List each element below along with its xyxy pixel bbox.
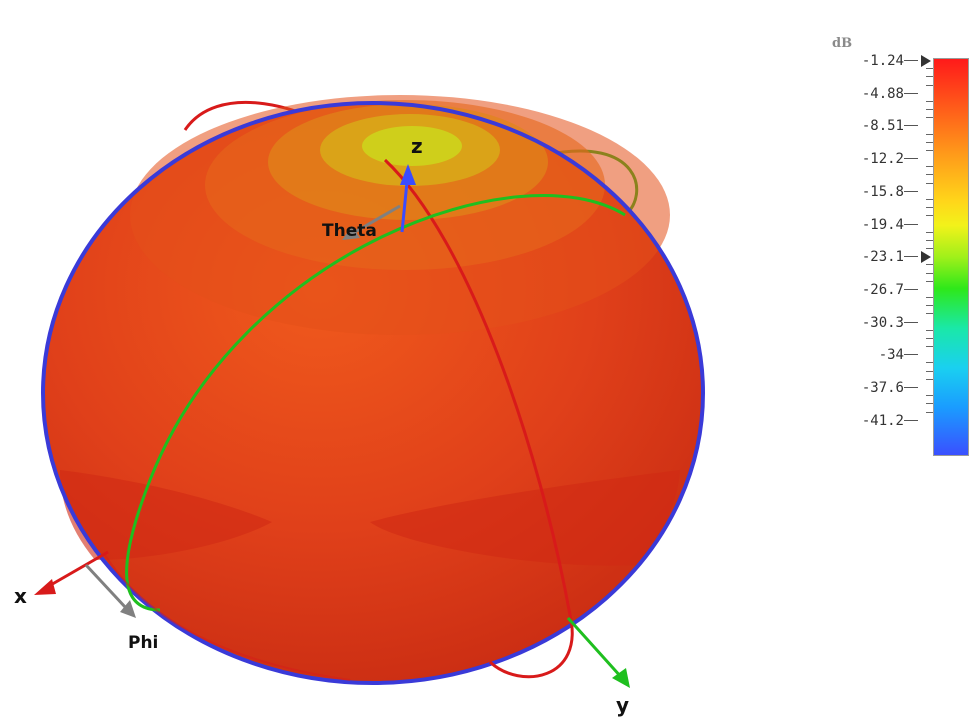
- colorbar-tick-mark: [904, 125, 918, 127]
- colorbar-tick-label: -26.7: [861, 281, 904, 298]
- shadow-right: [370, 470, 680, 566]
- colorbar-minor-tick: [926, 362, 933, 364]
- colorbar-minor-tick: [926, 329, 933, 331]
- colorbar-minor-tick: [926, 313, 933, 315]
- colorbar-tick-label: -34: [878, 347, 904, 364]
- contour-band-5: [362, 126, 462, 166]
- colorbar-tick: -12.2: [820, 149, 930, 169]
- colorbar-minor-tick: [926, 68, 933, 70]
- colorbar-minor-tick: [926, 198, 933, 200]
- colorbar-minor-tick: [926, 280, 933, 282]
- y-axis-label: y: [616, 693, 629, 717]
- colorbar-minor-tick: [926, 297, 933, 299]
- colorbar-tick-label: -19.4: [861, 216, 904, 233]
- colorbar-unit: dB: [832, 36, 853, 51]
- colorbar-minor-tick: [926, 411, 933, 413]
- shadow-left: [60, 470, 272, 560]
- colorbar-tick-mark: [904, 256, 918, 258]
- colorbar-tick-label: -12.2: [861, 151, 904, 168]
- colorbar-tick-label: -15.8: [861, 183, 904, 200]
- colorbar-minor-tick: [926, 264, 933, 266]
- colorbar-minor-tick: [926, 133, 933, 135]
- colorbar-tick-label: -23.1: [861, 249, 904, 266]
- colorbar-tick-label: -8.51: [861, 118, 904, 135]
- colorbar-tick-mark: [904, 158, 918, 160]
- colorbar-tick: -41.2: [820, 411, 930, 431]
- colorbar-marker-arrow[interactable]: [921, 251, 931, 264]
- y-axis: y: [566, 616, 630, 717]
- colorbar-tick-mark: [904, 223, 918, 225]
- colorbar-tick-mark: [904, 60, 918, 61]
- colorbar-minor-tick: [926, 166, 933, 168]
- colorbar-tick: -34: [820, 345, 930, 365]
- colorbar-marker-arrow[interactable]: [921, 55, 931, 67]
- colorbar-minor-tick: [926, 149, 933, 151]
- colorbar-minor-tick: [926, 239, 933, 241]
- colorbar-minor-tick: [926, 141, 933, 143]
- colorbar-minor-tick: [926, 174, 933, 176]
- colorbar-tick: -30.3: [820, 313, 930, 333]
- colorbar-minor-tick: [926, 378, 933, 380]
- radiation-pattern-view: x y z Theta Phi: [14, 95, 705, 717]
- colorbar-minor-tick: [926, 215, 933, 217]
- colorbar-minor-tick: [926, 337, 933, 339]
- colorbar-tick: -19.4: [820, 215, 930, 235]
- colorbar-gradient: [933, 58, 969, 456]
- colorbar-minor-tick: [926, 346, 933, 348]
- x-axis: x: [14, 550, 109, 608]
- colorbar-tick-mark: [904, 321, 918, 323]
- colorbar-minor-tick: [926, 395, 933, 397]
- colorbar-tick: -4.88: [820, 84, 930, 104]
- colorbar-tick-label: -30.3: [861, 314, 904, 331]
- phi-arrow: Phi: [84, 563, 158, 653]
- colorbar-tick-label: -41.2: [861, 412, 904, 429]
- colorbar-minor-tick: [926, 109, 933, 111]
- colorbar-minor-tick: [926, 403, 933, 405]
- phi-label: Phi: [128, 633, 158, 653]
- colorbar-tick: -15.8: [820, 182, 930, 202]
- colorbar-tick-mark: [904, 92, 918, 94]
- colorbar-minor-tick: [926, 231, 933, 233]
- colorbar-minor-tick: [926, 117, 933, 119]
- colorbar-tick-mark: [904, 419, 918, 421]
- colorbar-tick: -37.6: [820, 378, 930, 398]
- x-axis-label: x: [14, 584, 27, 608]
- colorbar-tick: -1.24: [820, 51, 930, 71]
- colorbar-tick-label: -4.88: [861, 85, 904, 102]
- colorbar-tick: -26.7: [820, 280, 930, 300]
- colorbar-tick-mark: [904, 387, 918, 388]
- colorbar: dB -1.24 -4.88 -8.51 -12.2 -15.8 -19.4 -23.1 -2…: [820, 30, 969, 470]
- z-axis: z: [400, 134, 423, 233]
- colorbar-minor-tick: [926, 182, 933, 184]
- colorbar-tick-mark: [904, 190, 918, 192]
- colorbar-tick: -8.51: [820, 116, 930, 136]
- z-axis-label: z: [411, 134, 423, 158]
- colorbar-minor-tick: [926, 100, 933, 102]
- colorbar-tick-label: -1.24: [861, 53, 904, 69]
- colorbar-tick-label: -37.6: [861, 380, 904, 396]
- colorbar-tick: -23.1: [820, 247, 930, 267]
- colorbar-tick-mark: [904, 354, 918, 356]
- theta-circle: [383, 158, 574, 679]
- colorbar-tick-mark: [904, 288, 918, 290]
- colorbar-minor-tick: [926, 272, 933, 274]
- colorbar-minor-tick: [926, 84, 933, 86]
- colorbar-minor-tick: [926, 370, 933, 372]
- equator-highlight: [104, 554, 351, 681]
- theta-arrow: Theta: [322, 204, 401, 241]
- theta-label: Theta: [322, 221, 377, 241]
- colorbar-minor-tick: [926, 207, 933, 209]
- colorbar-minor-tick: [926, 248, 933, 250]
- colorbar-minor-tick: [926, 76, 933, 78]
- sphere-outline: [41, 101, 705, 685]
- colorbar-minor-tick: [926, 305, 933, 307]
